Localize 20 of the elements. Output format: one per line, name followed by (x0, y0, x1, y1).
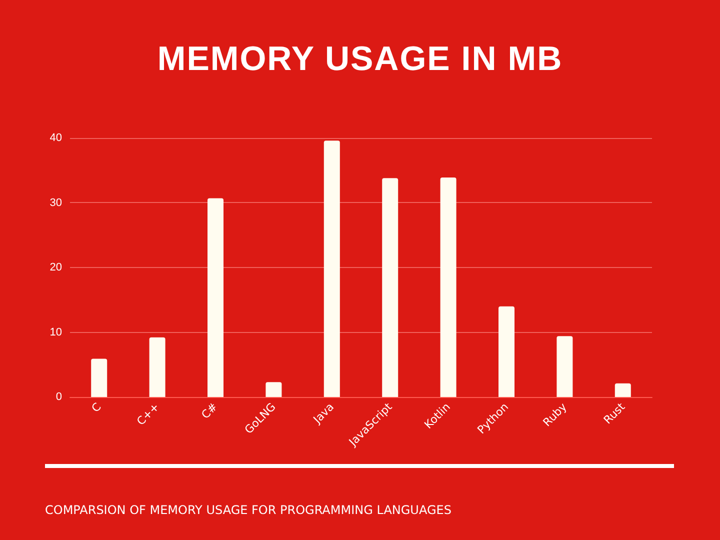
bar (498, 306, 514, 397)
x-tick-label: C# (198, 400, 220, 422)
bar (614, 383, 631, 397)
text: COMPARSION OF MEMORY USAGE FOR PROGRAMMING LANGUAGES (45, 503, 452, 517)
bar (266, 382, 282, 397)
y-tick-label: 40 (50, 132, 62, 144)
bar (324, 140, 340, 397)
bar (382, 178, 398, 397)
bar (208, 198, 224, 397)
y-tick-label: 20 (50, 262, 62, 274)
x-tick-label: C++ (134, 400, 162, 428)
bar (556, 336, 573, 397)
x-tick-label: C (89, 400, 104, 416)
y-tick-label: 0 (56, 391, 62, 403)
chart-title: MEMORY USAGE IN MB (156, 40, 564, 79)
bar (149, 337, 166, 397)
bar (91, 358, 108, 397)
y-tick-label: 10 (50, 326, 62, 338)
y-tick-label: 30 (50, 196, 62, 209)
bar (440, 178, 456, 397)
